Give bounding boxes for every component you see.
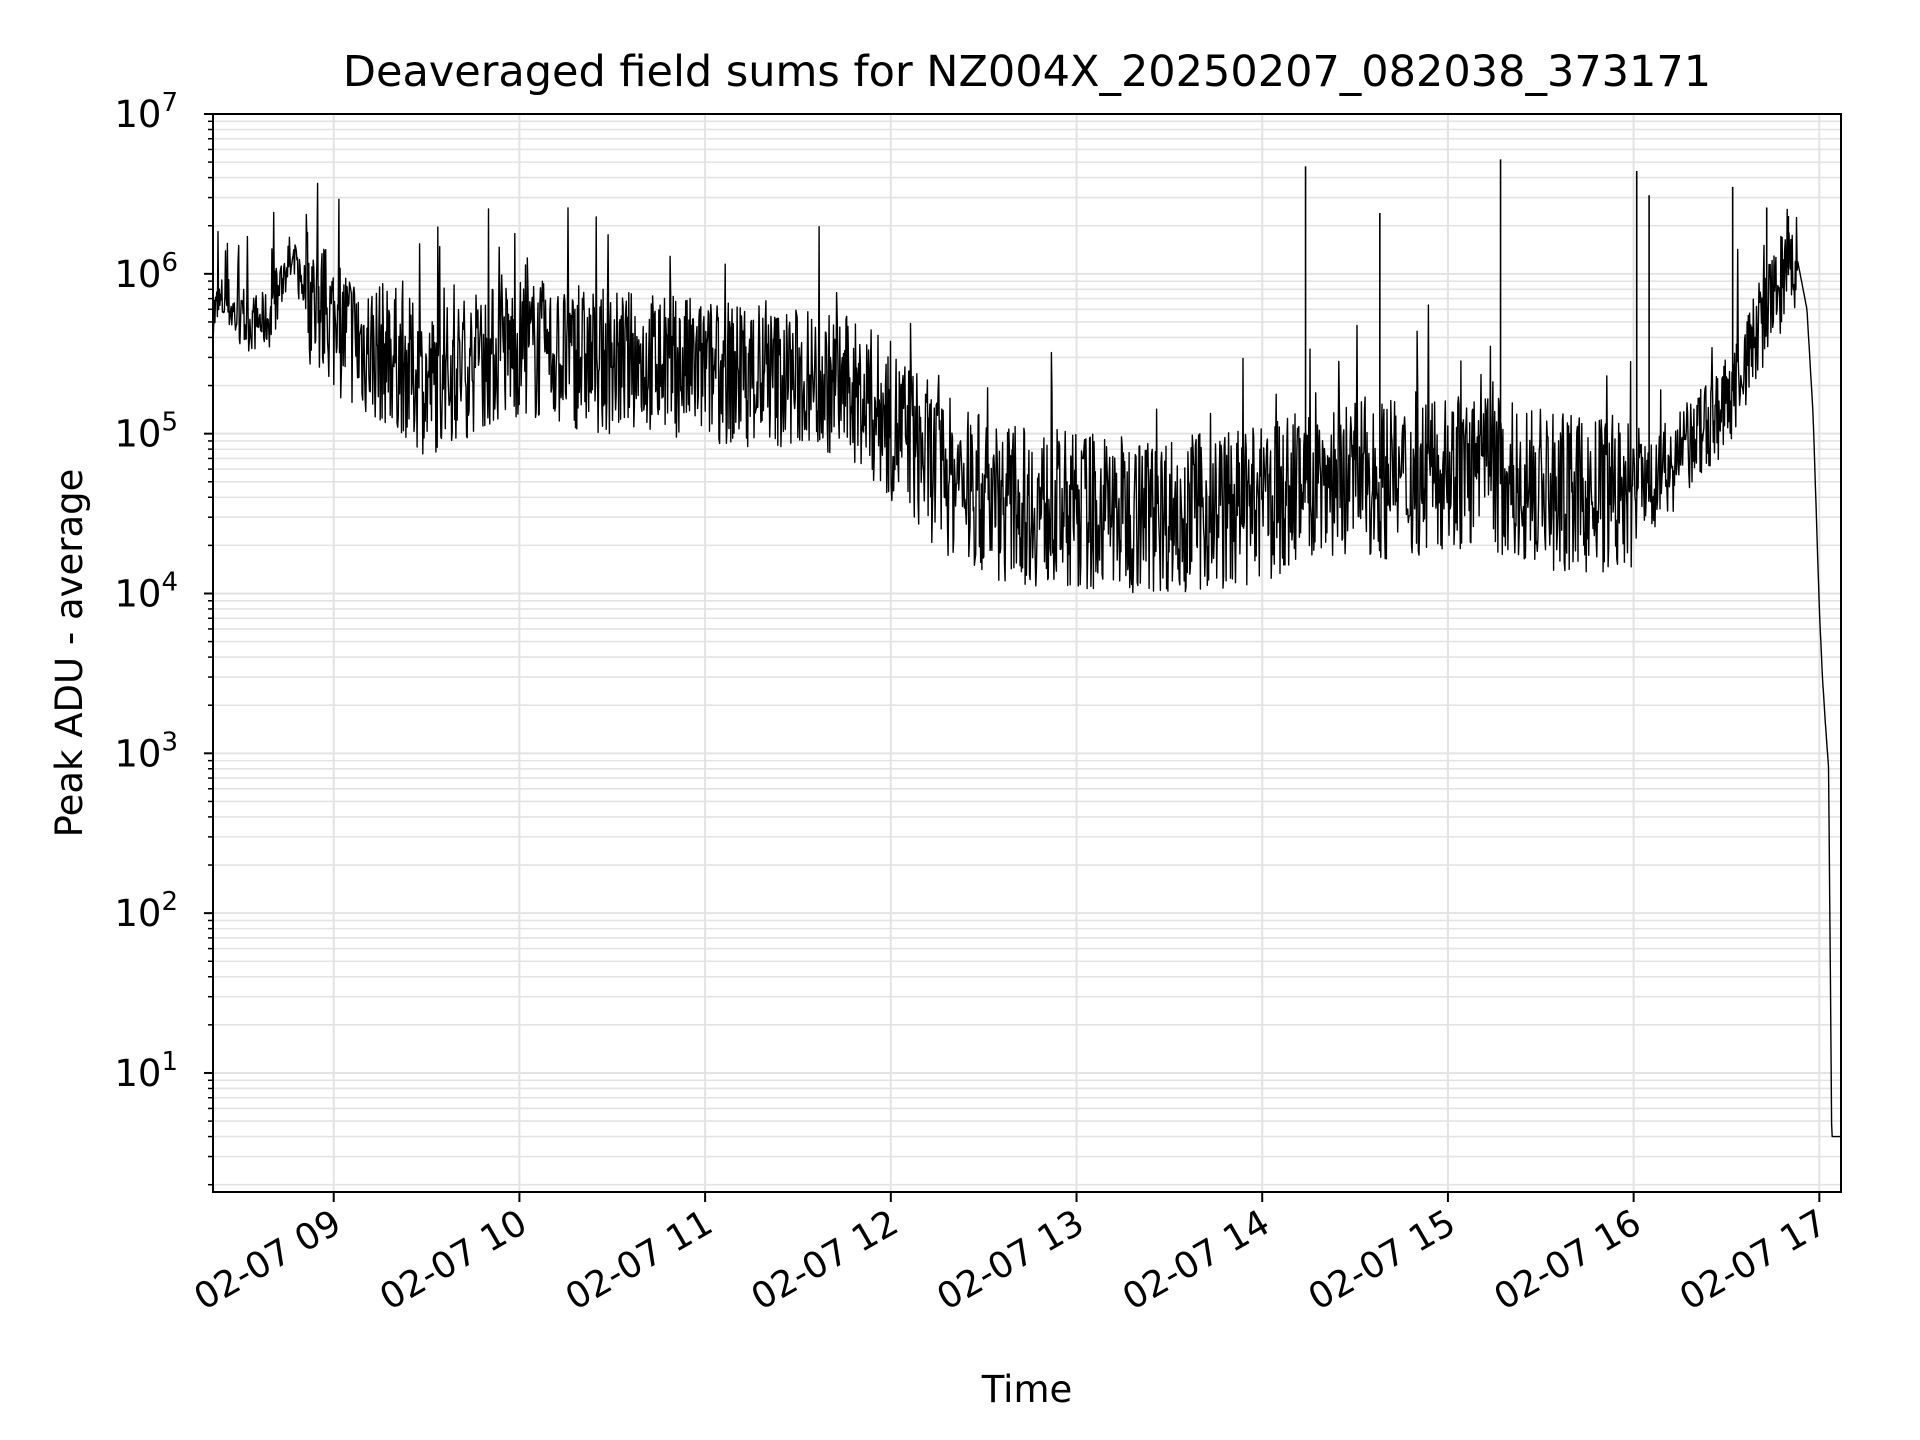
y-tick-exponent: 5 [161, 408, 178, 438]
series-line [212, 182, 1842, 1138]
x-axis-label: Time [981, 1368, 1073, 1411]
y-tick-label: 102 [114, 887, 178, 935]
chart-title: Deaveraged field sums for NZ004X_2025020… [343, 47, 1711, 97]
y-tick-label: 106 [114, 248, 178, 296]
y-tick-base: 10 [114, 93, 161, 136]
y-tick-exponent: 6 [161, 248, 178, 278]
y-tick-exponent: 1 [161, 1047, 178, 1077]
y-tick-base: 10 [114, 732, 161, 775]
y-tick-label: 101 [114, 1047, 178, 1095]
y-tick-label: 105 [114, 408, 178, 456]
y-tick-exponent: 2 [161, 887, 178, 917]
series-layer [212, 159, 1842, 1138]
y-axis-label: Peak ADU - average [48, 469, 91, 838]
y-tick-label: 103 [114, 727, 178, 775]
y-tick-exponent: 3 [161, 727, 178, 757]
y-tick-base: 10 [114, 572, 161, 615]
y-tick-label: 104 [114, 567, 178, 615]
y-tick-base: 10 [114, 892, 161, 935]
y-tick-base: 10 [114, 1052, 161, 1095]
y-tick-exponent: 7 [161, 88, 178, 118]
y-tick-base: 10 [114, 253, 161, 296]
y-tick-label: 107 [114, 88, 178, 136]
y-tick-base: 10 [114, 413, 161, 456]
y-tick-exponent: 4 [161, 567, 178, 597]
grid [213, 113, 1841, 1192]
plot-frame [212, 113, 1842, 1193]
